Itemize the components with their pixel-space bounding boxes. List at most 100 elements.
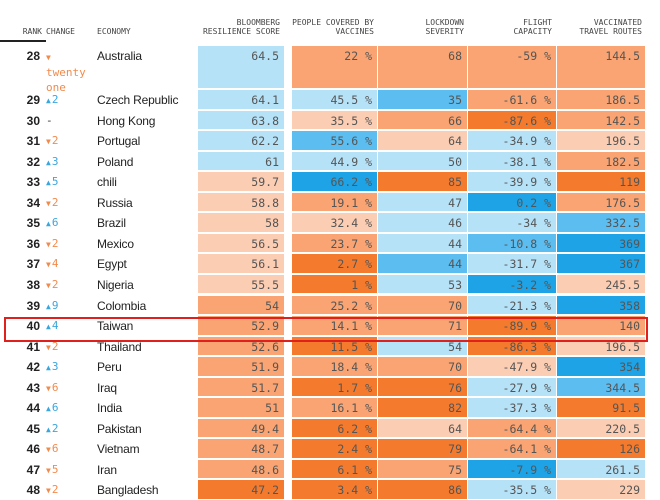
rank: 38 [26,277,40,292]
value-cell: 0.2 % [468,192,556,212]
value-cell: 79 [378,439,467,458]
header-change: CHANGE [46,27,75,36]
economy-name: Thailand [97,339,142,354]
rank-change: ▼2 [46,340,58,353]
table-row: 31 ▼2 Portugal 62.2 55.6 % 64 -34.9 % 196.5 [0,130,660,151]
rank-change: ▼6 [46,381,58,394]
value-cell: -64.1 % [468,439,556,458]
value-cell: 245.5 [557,274,645,294]
rank-change: ▼2 [46,278,58,291]
value-cell: 51.7 [198,377,284,397]
change-value: 6 [51,401,59,415]
table-row: 44 ▲6 India 51 16.1 % 82 -37.3 % 91.5 [0,397,660,418]
value-cell: -34.9 % [468,131,556,150]
value-cell: 35.5 % [292,110,377,130]
arrow-down-icon: ▼ [46,465,51,475]
value-cell: 46 [378,213,467,232]
value-cell: 19.1 % [292,192,377,212]
value-cell: 3.4 % [292,480,377,499]
arrow-down-icon: ▼ [46,280,51,290]
value-cell: -89.9 % [468,316,556,335]
rank-change: ▼4 [46,257,58,270]
table-row: 41 ▼2 Thailand 52.6 11.5 % 54 -86.3 % 196.5 [0,336,660,357]
value-cell: 52.9 [198,316,284,335]
value-cell: 56.5 [198,233,284,253]
value-cell: 49.4 [198,418,284,438]
header-rank: RANK [22,27,42,36]
change-value: 2 [51,483,59,497]
table-row: 47 ▼5 Iran 48.6 6.1 % 75 -7.9 % 261.5 [0,459,660,480]
rank-change: ▼5 [46,463,58,476]
arrow-up-icon: ▲ [46,178,51,188]
value-cell: -37.3 % [468,398,556,417]
rank-change: ▲3 [46,155,58,168]
value-cell: 196.5 [557,131,645,150]
value-cell: 58.8 [198,192,284,212]
value-cell: 58 [198,213,284,232]
value-cell: 176.5 [557,192,645,212]
change-value: 2 [51,277,59,291]
rank-change: ▼2 [46,196,58,209]
economy-name: Vietnam [97,442,140,457]
value-cell: -38.1 % [468,151,556,171]
table-row: 36 ▼2 Mexico 56.5 23.7 % 44 -10.8 % 369 [0,233,660,254]
economy-name: Mexico [97,236,134,251]
rank: 44 [26,401,40,416]
rank: 31 [26,134,40,149]
value-cell: 51 [198,398,284,417]
value-cell: 59.7 [198,172,284,191]
table-row: 48 ▼2 Bangladesh 47.2 3.4 % 86 -35.5 % 229 [0,479,660,500]
value-cell: 75 [378,459,467,479]
table-row: 45 ▲2 Pakistan 49.4 6.2 % 64 -64.4 % 220.5 [0,418,660,439]
economy-name: Brazil [97,216,126,231]
value-cell: 47.2 [198,480,284,499]
value-cell: 6.1 % [292,459,377,479]
economy-name: Colombia [97,298,147,313]
value-cell: 2.7 % [292,254,377,273]
change-value: 6 [51,216,59,230]
change-value: 3 [51,154,59,168]
change-value: 5 [51,175,59,189]
value-cell: -86.3 % [468,336,556,356]
rank: 34 [26,195,40,210]
rank-change: ▼ twenty one [46,49,94,95]
rank: 46 [26,442,40,457]
value-cell: 23.7 % [292,233,377,253]
value-cell: 55.5 [198,274,284,294]
arrow-down-icon: ▼ [46,383,51,393]
arrow-up-icon: ▲ [46,219,51,229]
value-cell: -3.2 % [468,274,556,294]
value-cell: 186.5 [557,90,645,109]
arrow-down-icon: ▼ [46,239,51,249]
rank-change: ▲9 [46,299,58,312]
economy-name: Iran [97,462,117,477]
value-cell: 126 [557,439,645,458]
rank: 40 [26,319,40,334]
change-value: twenty one [46,66,86,94]
value-cell: 56.1 [198,254,284,273]
value-cell: 45.5 % [292,90,377,109]
value-cell: 14.1 % [292,316,377,335]
value-cell: 229 [557,480,645,499]
value-cell: 64 [378,418,467,438]
value-cell: 18.4 % [292,357,377,376]
value-cell: 91.5 [557,398,645,417]
economy-name: Poland [97,154,134,169]
arrow-up-icon: ▲ [46,404,51,414]
table-row: 28 ▼ twenty one Australia 64.5 22 % 68 -59 % 1… [0,45,660,94]
header-routes: VACCINATED TRAVEL ROUTES [579,18,642,36]
arrow-up-icon: ▲ [46,363,51,373]
value-cell: 51.9 [198,357,284,376]
economy-name: Pakistan [97,421,142,436]
arrow-up-icon: ▲ [46,322,51,332]
arrow-up-icon: ▲ [46,157,51,167]
rank: 32 [26,154,40,169]
change-value: 9 [51,298,59,312]
table-row: 40 ▲4 Taiwan 52.9 14.1 % 71 -89.9 % 140 [0,315,660,336]
value-cell: 50 [378,151,467,171]
header-score: BLOOMBERG RESILIENCE SCORE [202,18,280,36]
value-cell: 182.5 [557,151,645,171]
arrow-down-icon: ▼ [46,260,51,270]
arrow-up-icon: ▲ [46,424,51,434]
table-row: 29 ▲2 Czech Republic 64.1 45.5 % 35 -61.6 % 1… [0,89,660,110]
